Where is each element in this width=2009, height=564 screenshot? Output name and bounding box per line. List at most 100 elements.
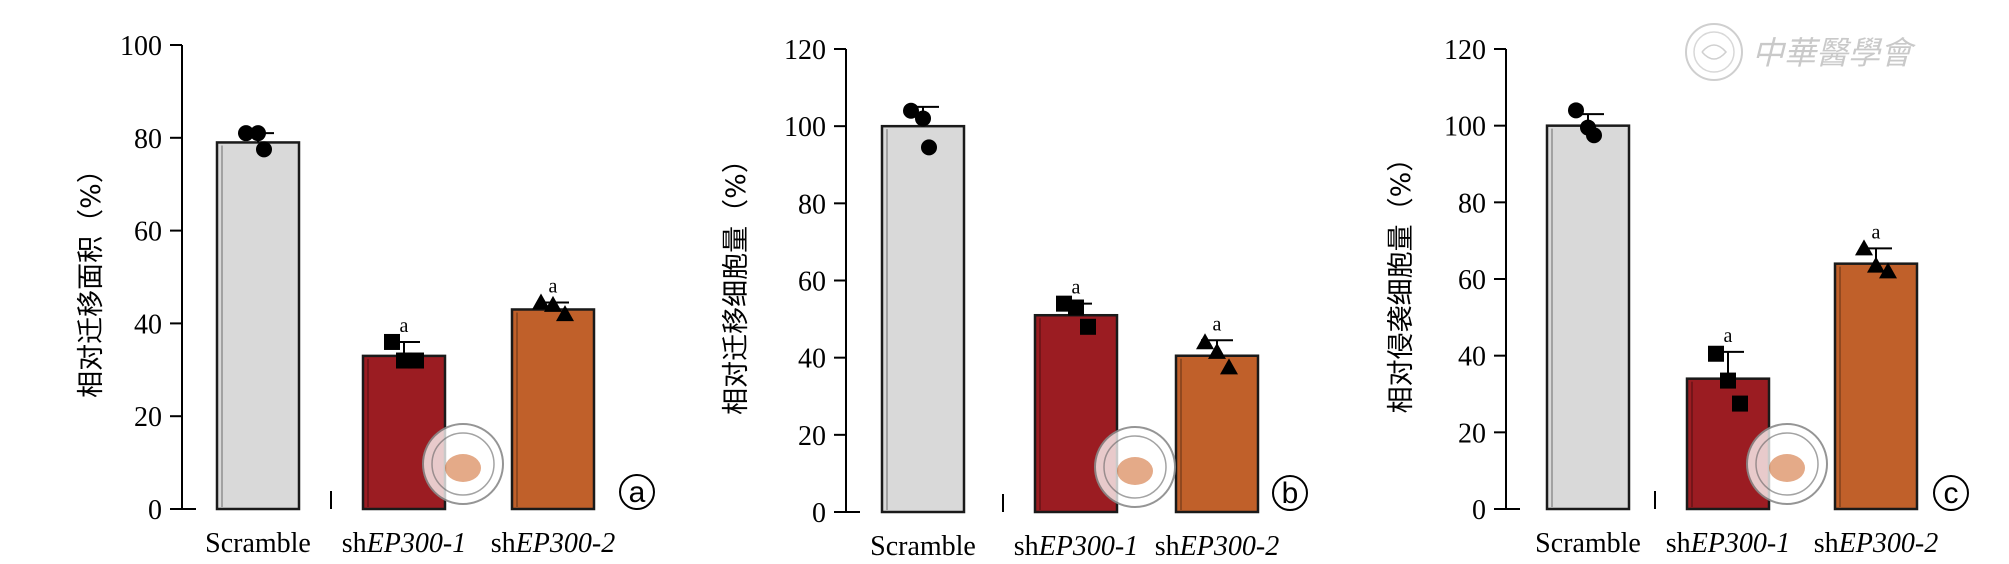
watermark-text: 中華醫學會 xyxy=(1752,34,1916,72)
bar-3 xyxy=(1833,262,1919,511)
category-label-plain: sh xyxy=(1666,528,1691,559)
y-tick-label: 40 xyxy=(134,309,162,340)
category-label: shEP300-1 xyxy=(342,528,466,559)
y-tick-label: 100 xyxy=(1444,112,1486,143)
data-point xyxy=(1196,333,1214,350)
y-tick-label: 0 xyxy=(812,498,826,529)
category-label-plain: sh xyxy=(491,528,516,559)
chart-panel-b: 020406080100120相对迁移细胞量（%）ScrambleashEP30… xyxy=(721,35,1308,562)
category-label-plain: sh xyxy=(1014,531,1039,562)
significance-label: a xyxy=(1213,313,1222,335)
significance-label: a xyxy=(1072,277,1081,299)
data-point xyxy=(1568,102,1584,119)
bar-1 xyxy=(880,124,966,514)
category-label: Scramble xyxy=(205,528,311,559)
category-label: Scramble xyxy=(870,531,976,562)
category-label-plain: sh xyxy=(1155,531,1180,562)
y-tick-label: 20 xyxy=(134,402,162,433)
data-point xyxy=(1708,345,1724,362)
data-point xyxy=(532,293,550,310)
y-tick-label: 60 xyxy=(134,217,162,248)
y-tick-label: 80 xyxy=(1458,188,1486,219)
data-point xyxy=(238,125,254,142)
category-label-italic: EP300-1 xyxy=(366,528,467,559)
y-axis-label: 相对侵袭细胞量（%） xyxy=(1386,145,1417,414)
seal-map xyxy=(1769,454,1805,482)
y-tick-label: 120 xyxy=(784,35,826,66)
data-point xyxy=(1720,372,1736,389)
significance-label: a xyxy=(400,315,409,337)
seal-ring-inner xyxy=(431,432,495,496)
bar-1 xyxy=(1545,124,1631,511)
y-tick-label: 0 xyxy=(1472,495,1486,526)
y-tick-label: 0 xyxy=(148,495,162,526)
y-tick-label: 80 xyxy=(798,189,826,220)
category-label-italic: EP300-2 xyxy=(1838,528,1939,559)
category-label-plain: Scramble xyxy=(205,528,311,559)
category-label-plain: sh xyxy=(1814,528,1839,559)
data-point xyxy=(408,352,424,369)
data-point xyxy=(1855,239,1873,256)
significance-label: a xyxy=(1724,325,1733,347)
y-tick-label: 120 xyxy=(1444,35,1486,66)
seal-icon xyxy=(422,423,504,505)
y-axis-label: 相对迁移细胞量（%） xyxy=(721,146,752,415)
data-point xyxy=(250,125,266,142)
bar-1 xyxy=(215,141,301,511)
category-label-italic: EP300-1 xyxy=(1038,531,1139,562)
chart-panel-c: 020406080100120相对侵袭细胞量（%）ScrambleashEP30… xyxy=(1386,35,1969,559)
chart-panel-a: 020406080100相对迁移面积（%）ScrambleashEP300-1a… xyxy=(76,31,655,559)
data-point xyxy=(544,295,562,312)
category-label-plain: Scramble xyxy=(1535,528,1641,559)
data-point xyxy=(1867,256,1885,273)
panel-tag-circle xyxy=(1933,475,1969,511)
category-label: shEP300-2 xyxy=(1814,528,1938,559)
y-tick-label: 40 xyxy=(1458,342,1486,373)
seal-map xyxy=(445,454,481,482)
category-label-italic: EP300-2 xyxy=(1179,531,1280,562)
panel-tag-label: c xyxy=(1944,477,1959,510)
data-point xyxy=(1068,299,1084,316)
data-point xyxy=(1586,127,1602,144)
y-tick-label: 20 xyxy=(798,421,826,452)
category-label: Scramble xyxy=(1535,528,1641,559)
watermark: 中華醫學會 xyxy=(1685,23,1916,81)
bar-3 xyxy=(510,308,596,511)
significance-label: a xyxy=(1872,221,1881,243)
category-label-italic: EP300-2 xyxy=(515,528,616,559)
y-tick-label: 80 xyxy=(134,124,162,155)
y-tick-label: 100 xyxy=(784,112,826,143)
category-label: shEP300-1 xyxy=(1666,528,1790,559)
category-label-plain: Scramble xyxy=(870,531,976,562)
y-tick-label: 60 xyxy=(798,267,826,298)
data-point xyxy=(1879,262,1897,279)
seal-icon xyxy=(1094,426,1176,508)
category-label: shEP300-2 xyxy=(491,528,615,559)
data-point xyxy=(915,110,931,127)
seal-ring-inner xyxy=(1103,435,1167,499)
seal-icon xyxy=(1746,423,1828,505)
data-point xyxy=(1220,358,1238,375)
y-axis-label: 相对迁移面积（%） xyxy=(76,156,107,398)
panel-tag-circle xyxy=(1272,475,1308,511)
category-label-italic: EP300-1 xyxy=(1690,528,1791,559)
data-point xyxy=(256,141,272,158)
y-tick-label: 100 xyxy=(120,31,162,62)
data-point xyxy=(556,305,574,322)
data-point xyxy=(921,139,937,156)
category-label-plain: sh xyxy=(342,528,367,559)
y-tick-label: 20 xyxy=(1458,418,1486,449)
y-tick-label: 40 xyxy=(798,344,826,375)
data-point xyxy=(384,333,400,350)
y-tick-label: 60 xyxy=(1458,265,1486,296)
category-label: shEP300-1 xyxy=(1014,531,1138,562)
data-point xyxy=(1208,342,1226,359)
panel-tag-circle xyxy=(619,474,655,510)
seal-ring-inner xyxy=(1755,432,1819,496)
significance-label: a xyxy=(549,276,558,298)
category-label: shEP300-2 xyxy=(1155,531,1279,562)
data-point xyxy=(1732,395,1748,412)
panel-tag-label: a xyxy=(629,476,646,509)
seal-map xyxy=(1117,457,1153,485)
